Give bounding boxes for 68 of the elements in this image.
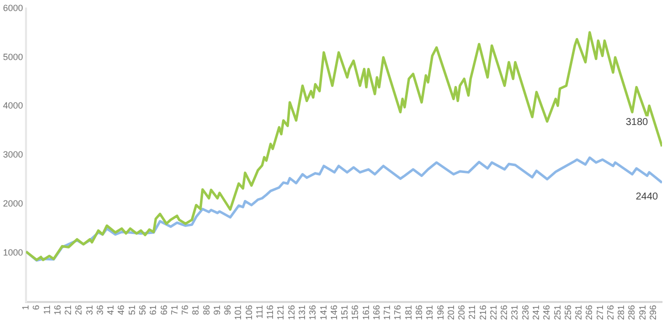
x-tick-label: 241 xyxy=(530,304,541,320)
y-tick-label: 3000 xyxy=(2,150,24,160)
x-tick-label: 66 xyxy=(158,304,169,315)
x-tick-label: 296 xyxy=(648,304,658,320)
x-tick-label: 146 xyxy=(328,304,339,320)
x-tick-label: 226 xyxy=(499,304,510,320)
x-tick-label: 236 xyxy=(520,304,530,320)
x-tick-label: 246 xyxy=(542,304,552,320)
x-tick-label: 61 xyxy=(148,304,158,315)
x-tick-label: 216 xyxy=(478,304,488,320)
x-tick-label: 266 xyxy=(584,304,594,320)
x-tick-label: 21 xyxy=(63,304,74,315)
x-tick-label: 191 xyxy=(424,304,435,320)
x-tick-label: 101 xyxy=(233,304,244,320)
x-tick-label: 121 xyxy=(276,304,286,320)
x-tick-label: 231 xyxy=(510,304,520,320)
x-tick-label: 116 xyxy=(265,304,276,320)
y-tick-label: 4000 xyxy=(2,100,24,111)
x-tick-label: 26 xyxy=(74,304,84,315)
y-tick-label: 2000 xyxy=(2,198,24,209)
x-tick-label: 166 xyxy=(371,304,382,320)
x-tick-label: 41 xyxy=(106,304,116,315)
x-tick-label: 91 xyxy=(212,304,222,315)
x-tick-label: 11 xyxy=(42,304,52,314)
x-tick-label: 286 xyxy=(626,304,637,320)
x-tick-label: 251 xyxy=(552,304,562,320)
x-tick-label: 156 xyxy=(350,304,360,320)
y-tick-label: 5000 xyxy=(2,52,24,62)
annotation: 3180 xyxy=(626,117,648,128)
x-tick-label: 6 xyxy=(31,304,42,310)
x-tick-label: 141 xyxy=(318,304,328,320)
x-tick-label: 16 xyxy=(52,304,62,315)
x-tick-label: 186 xyxy=(414,304,424,320)
x-tick-label: 131 xyxy=(297,304,308,320)
x-tick-label: 106 xyxy=(244,304,254,320)
x-tick-label: 96 xyxy=(222,304,233,315)
x-tick-label: 126 xyxy=(286,304,296,320)
x-tick-label: 151 xyxy=(340,304,350,320)
x-tick-label: 31 xyxy=(84,304,94,315)
x-tick-label: 276 xyxy=(605,304,616,320)
annotation: 2440 xyxy=(636,191,658,202)
x-tick-label: 56 xyxy=(137,304,148,315)
x-tick-label: 81 xyxy=(190,304,201,315)
x-tick-label: 291 xyxy=(637,304,648,320)
x-tick-label: 171 xyxy=(382,304,392,320)
x-tick-label: 136 xyxy=(308,304,318,320)
x-tick-label: 261 xyxy=(574,304,584,320)
x-tick-label: 51 xyxy=(126,304,137,315)
x-tick-label: 46 xyxy=(116,304,126,315)
x-tick-label: 161 xyxy=(360,304,371,320)
x-tick-label: 281 xyxy=(616,304,626,320)
y-tick-label: 6000 xyxy=(2,2,24,13)
x-tick-label: 181 xyxy=(403,304,414,320)
x-tick-label: 76 xyxy=(180,304,190,315)
x-tick-label: 271 xyxy=(594,304,605,320)
x-tick-label: 196 xyxy=(435,304,446,320)
y-tick-label: 1000 xyxy=(2,248,24,258)
x-tick-label: 221 xyxy=(488,304,498,320)
x-tick-label: 211 xyxy=(467,304,478,320)
x-tick-label: 111 xyxy=(254,304,264,319)
x-tick-label: 256 xyxy=(562,304,573,320)
x-tick-label: 201 xyxy=(446,304,456,320)
x-tick-label: 71 xyxy=(169,304,180,315)
x-tick-label: 36 xyxy=(94,304,105,315)
x-tick-label: 176 xyxy=(392,304,403,320)
x-tick-label: 1 xyxy=(20,304,31,310)
x-tick-label: 86 xyxy=(201,304,212,315)
x-tick-label: 206 xyxy=(456,304,467,320)
